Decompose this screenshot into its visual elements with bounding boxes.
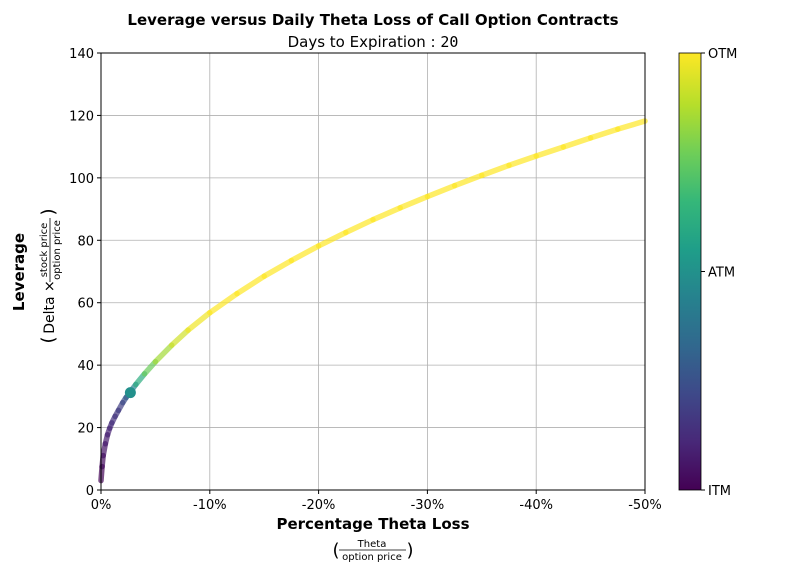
subtitle-colon: : — [426, 33, 441, 51]
series-segment — [451, 172, 485, 189]
y-tick-label: 120 — [69, 109, 94, 124]
x-tick-label: -50% — [628, 498, 662, 513]
series-segment — [587, 126, 621, 141]
colorbar-ticks: OTM ATM ITM — [701, 47, 737, 499]
series-segment — [506, 153, 539, 169]
y-sub-open-paren: ( — [38, 336, 59, 343]
series-segment — [370, 205, 403, 223]
y-axis-subtitle: ( Delta × stock price option price ) — [38, 208, 63, 343]
x-sub-open-paren: ( — [332, 540, 339, 561]
y-axis-title: Leverage — [10, 233, 28, 311]
colorbar-label: ITM — [708, 484, 731, 499]
colorbar-label: ATM — [708, 266, 735, 281]
x-tick-label: 0% — [91, 498, 112, 513]
y-tick-label: 40 — [77, 359, 94, 374]
series-segment — [424, 182, 458, 200]
series-segment — [315, 229, 349, 249]
series-segment — [185, 309, 213, 333]
colorbar-gradient — [678, 52, 702, 491]
chart-title: Leverage versus Daily Theta Loss of Call… — [127, 11, 618, 29]
subtitle-label: Days to Expiration — [288, 33, 426, 51]
gridlines — [100, 52, 646, 491]
plot-frame — [100, 52, 646, 491]
colorbar: OTM ATM ITM — [678, 47, 737, 499]
subtitle-value: 20 — [440, 33, 458, 51]
series-segment — [343, 216, 376, 236]
y-tick-label: 140 — [69, 47, 94, 62]
series-segment — [479, 162, 512, 179]
y-tick-label: 100 — [69, 172, 94, 187]
colorbar-label: OTM — [708, 47, 737, 62]
series-segment — [533, 144, 567, 159]
x-axis-title: Percentage Theta Loss — [276, 515, 469, 533]
series-segment — [152, 342, 175, 365]
axis-ticks: 0% -10% -20% -30% -40% -50% 0 20 40 60 80 100 120 140 — [69, 47, 662, 513]
y-tick-label: 0 — [86, 484, 94, 499]
y-sub-numerator: stock price — [39, 223, 50, 278]
x-tick-label: -40% — [519, 498, 553, 513]
x-tick-label: -20% — [302, 498, 336, 513]
series-segment — [397, 193, 431, 211]
series-segment — [207, 290, 240, 316]
x-tick-label: -30% — [411, 498, 445, 513]
x-sub-close-paren: ) — [406, 540, 413, 561]
series-segment — [168, 327, 191, 348]
y-sub-prefix: Delta × — [42, 280, 58, 334]
series-segment — [261, 257, 295, 279]
x-sub-denominator: option price — [342, 552, 402, 563]
x-axis-subtitle: ( Theta option price ) — [332, 539, 413, 563]
series-segment — [560, 135, 594, 150]
y-sub-denominator: option price — [52, 220, 63, 280]
chart-subtitle: Days to Expiration : 20 — [288, 33, 459, 51]
y-tick-label: 80 — [77, 234, 94, 249]
series-segment — [615, 118, 648, 132]
series-layer — [98, 118, 648, 484]
y-tick-label: 60 — [77, 297, 94, 312]
x-sub-numerator: Theta — [357, 539, 387, 550]
series-segment — [234, 273, 267, 297]
x-tick-label: -10% — [193, 498, 227, 513]
atm-marker — [124, 387, 136, 399]
y-sub-close-paren: ) — [38, 208, 59, 215]
series-segment — [288, 243, 322, 264]
y-tick-label: 20 — [77, 422, 94, 437]
